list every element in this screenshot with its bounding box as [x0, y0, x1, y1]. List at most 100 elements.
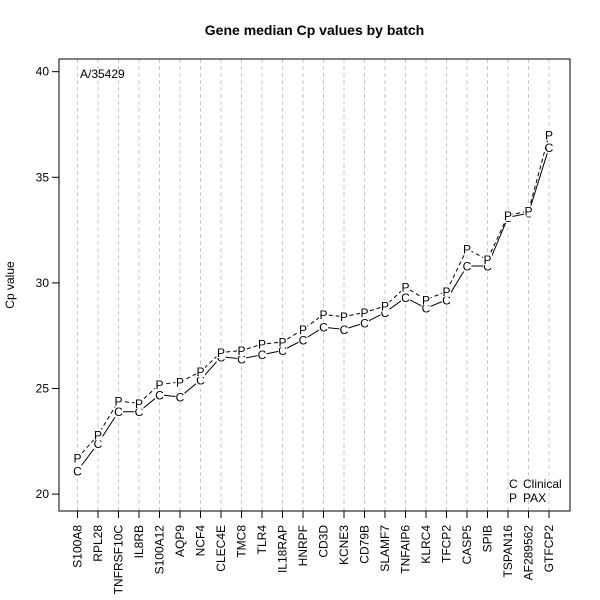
marker-bg: [114, 395, 123, 407]
corner-annotation: A/35429: [80, 67, 125, 81]
marker-bg: [93, 429, 103, 441]
x-tick-label: S100A12: [153, 525, 167, 575]
x-axis: S100A8 RPL28 TNFRSF10C IL8RB S100A12 AQP9 NCF4…: [71, 511, 556, 595]
marker-bg: [278, 344, 287, 356]
data-point-clinical: C: [278, 344, 287, 358]
marker-bg: [503, 209, 513, 221]
marker-bg: [319, 309, 328, 321]
marker-bg: [442, 294, 451, 306]
marker-bg: [93, 437, 103, 449]
marker-bg: [380, 306, 390, 318]
x-tick-label: IL8RB: [132, 525, 146, 558]
marker-bg: [175, 391, 185, 403]
y-tick-label: 35: [36, 170, 50, 184]
data-point-pax: P: [401, 281, 409, 295]
legend: C Clinical P PAX: [509, 477, 562, 505]
data-point-pax: P: [278, 336, 286, 350]
marker-bg: [298, 334, 308, 346]
marker-bg: [73, 452, 82, 464]
marker-bg: [155, 389, 164, 401]
marker-bg: [421, 294, 431, 306]
data-point-clinical: C: [483, 259, 492, 273]
x-tick-label: KCNE3: [337, 525, 351, 565]
data-point-pax: P: [73, 452, 81, 466]
marker-bg: [73, 465, 82, 477]
data-point-clinical: C: [340, 323, 349, 337]
data-point-pax: P: [196, 365, 204, 379]
series-line-clinical: [77, 147, 550, 472]
grid-layer: [77, 59, 550, 511]
marker-bg: [257, 349, 267, 361]
data-point-pax: P: [504, 209, 512, 223]
marker-bg: [360, 317, 369, 329]
marker-bg: [544, 129, 554, 141]
marker-bg: [339, 311, 349, 323]
legend-label: PAX: [523, 491, 546, 505]
x-tick-label: IL18RAP: [276, 525, 290, 573]
data-point-clinical: C: [258, 348, 267, 362]
data-point-pax: P: [483, 253, 491, 267]
y-tick-label: 30: [36, 276, 50, 290]
plot-frame: [58, 58, 571, 512]
data-point-clinical: C: [73, 464, 82, 478]
chart-title: Gene median Cp values by batch: [205, 22, 424, 38]
data-point-clinical: C: [135, 405, 144, 419]
y-tick-label: 40: [36, 65, 50, 79]
data-point-pax: P: [237, 344, 245, 358]
x-tick-label: CLEC4E: [214, 525, 228, 572]
data-point-clinical: C: [442, 293, 451, 307]
legend-marker: P: [509, 491, 517, 505]
marker-bg: [462, 243, 472, 255]
x-tick-label: KLRC4: [419, 525, 433, 564]
y-tick-label: 20: [36, 487, 50, 501]
y-axis-label: Cp value: [3, 261, 17, 309]
data-point-pax: P: [299, 323, 307, 337]
marker-bg: [544, 142, 554, 154]
marker-bg: [155, 378, 164, 390]
marker-bg: [237, 344, 246, 356]
data-point-clinical: C: [545, 141, 554, 155]
data-point-clinical: C: [381, 306, 390, 320]
legend-marker: C: [509, 477, 518, 491]
data-point-pax: P: [114, 395, 122, 409]
data-point-pax: P: [155, 378, 163, 392]
data-point-pax: P: [524, 205, 532, 219]
marker-bg: [196, 366, 205, 378]
x-tick-label: SPIB: [481, 525, 495, 552]
data-point-pax: P: [340, 310, 348, 324]
data-point-clinical: C: [155, 388, 164, 402]
data-point-clinical: C: [319, 321, 328, 335]
data-point-clinical: C: [114, 405, 123, 419]
marker-bg: [380, 300, 390, 312]
x-tick-label: TLR4: [255, 525, 269, 555]
marker-bg: [257, 338, 267, 350]
x-tick-label: NCF4: [194, 525, 208, 557]
data-point-pax: P: [545, 129, 553, 143]
x-tick-label: HNRPF: [296, 525, 310, 566]
x-tick-label: CD3D: [317, 525, 331, 558]
marker-bg: [134, 406, 144, 418]
data-point-pax: P: [217, 346, 225, 360]
data-point-pax: P: [442, 285, 450, 299]
data-point-pax: P: [319, 308, 327, 322]
marker-bg: [483, 260, 492, 272]
x-tick-label: TNFRSF10C: [112, 525, 126, 595]
data-point-clinical: C: [94, 437, 103, 451]
plot-layer: CCCCCCCCCCCCCCCCCCCCCCCCPPPPPPPPPPPPPPPP…: [73, 129, 554, 478]
data-point-pax: P: [381, 300, 389, 314]
x-tick-label: TMC8: [235, 525, 249, 558]
data-point-clinical: C: [237, 352, 246, 366]
x-tick-label: TNFAIP6: [399, 525, 413, 574]
data-point-clinical: C: [299, 333, 308, 347]
x-tick-label: S100A8: [71, 525, 85, 568]
x-tick-label: AF289562: [522, 525, 536, 581]
marker-bg: [442, 285, 451, 297]
data-point-clinical: C: [463, 259, 472, 273]
x-tick-label: TSPAN16: [501, 525, 515, 578]
marker-bg: [216, 347, 226, 359]
data-point-pax: P: [176, 376, 184, 390]
marker-bg: [175, 376, 185, 388]
x-tick-label: CD79B: [358, 525, 372, 564]
data-point-pax: P: [422, 293, 430, 307]
